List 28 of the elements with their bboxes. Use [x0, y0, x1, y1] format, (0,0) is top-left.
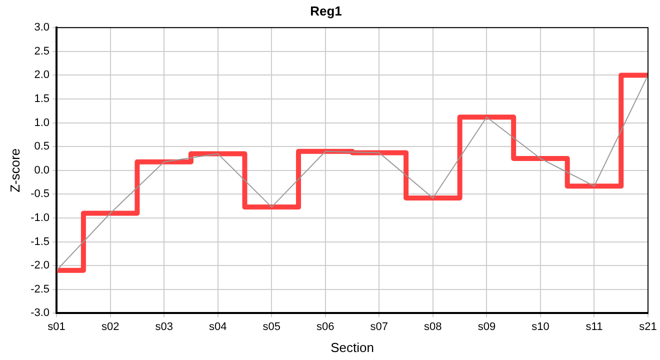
y-tick-label: -3.0	[30, 307, 50, 320]
x-tick-label: s04	[208, 320, 227, 333]
x-tick-label: s02	[101, 320, 120, 333]
y-axis-title: Z-score	[7, 148, 22, 192]
y-tick-label: -2.0	[30, 260, 50, 272]
x-tick-label: s05	[262, 320, 280, 333]
x-tick-label: s08	[424, 320, 442, 333]
y-tick-label: 2.5	[34, 45, 50, 58]
y-tick-label: 2.0	[34, 69, 50, 82]
y-tick-label: 0.0	[34, 164, 50, 176]
x-tick-label: s07	[370, 320, 388, 333]
y-tick-label: 3.0	[34, 22, 50, 34]
x-tick-label: s10	[532, 320, 550, 333]
x-tick-label: s01	[48, 320, 66, 333]
y-tick-label: -0.5	[30, 188, 50, 200]
x-tick-label: s06	[316, 320, 334, 333]
y-tick-label: 1.5	[34, 93, 50, 106]
x-tick-label: s21	[639, 320, 657, 333]
x-tick-label: s09	[478, 320, 496, 333]
chart-title: Reg1	[310, 3, 342, 18]
y-tick-label: 0.5	[34, 140, 50, 153]
y-tick-label: -2.5	[30, 283, 50, 296]
x-tick-label: s03	[155, 320, 173, 333]
x-axis-title: Section	[330, 340, 374, 355]
y-tick-label: -1.5	[30, 236, 50, 248]
y-tick-label: 1.0	[34, 116, 50, 129]
y-tick-label: -1.0	[30, 212, 50, 224]
x-tick-label: s11	[586, 320, 603, 333]
